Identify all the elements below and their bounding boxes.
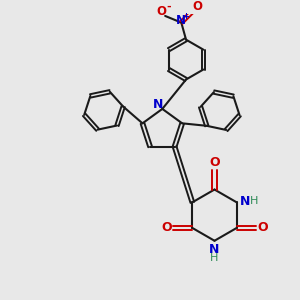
Text: +: + (182, 12, 190, 21)
Text: N: N (209, 243, 220, 256)
Text: O: O (161, 221, 172, 234)
Text: N: N (240, 195, 250, 208)
Text: H: H (250, 196, 258, 206)
Text: N: N (176, 14, 186, 27)
Text: O: O (156, 5, 167, 18)
Text: O: O (257, 221, 268, 234)
Text: O: O (192, 0, 203, 13)
Text: N: N (153, 98, 164, 111)
Text: O: O (209, 157, 220, 169)
Text: -: - (167, 2, 171, 11)
Text: H: H (210, 253, 219, 263)
